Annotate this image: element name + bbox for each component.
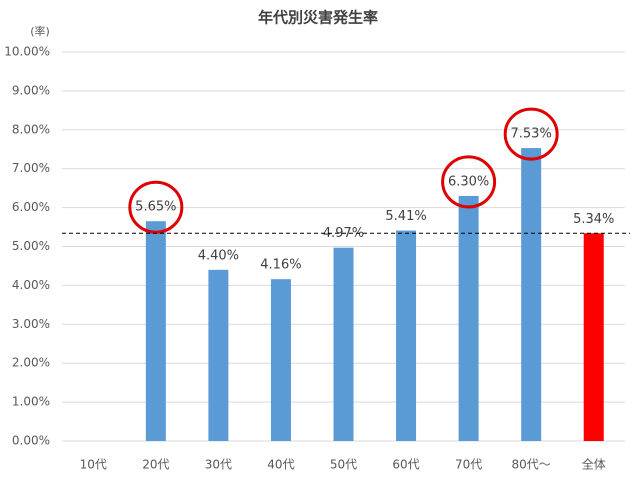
y-tick-label: 8.00% [12,122,50,136]
x-tick-label: 20代 [142,458,169,472]
y-tick-label: 5.00% [12,239,50,253]
bar [270,279,291,441]
bar [521,148,542,441]
y-axis-label: (率) [30,24,50,38]
data-label: 4.40% [198,248,239,263]
highlight-circle [503,107,559,161]
bar [458,195,479,441]
y-tick-label: 4.00% [12,278,50,292]
y-tick-label: 0.00% [12,434,50,448]
y-tick-label: 1.00% [12,395,50,409]
bar [145,221,166,441]
y-tick-label: 6.00% [12,200,50,214]
x-tick-label: 40代 [267,458,294,472]
x-tick-label: 80代〜 [512,458,551,472]
y-tick-label: 9.00% [12,83,50,97]
bar [333,247,354,441]
x-tick-label: 30代 [205,458,232,472]
data-label: 5.65% [135,200,176,215]
y-tick-label: 10.00% [4,45,50,59]
x-tick-label: 70代 [455,458,482,472]
highlight-circle [441,155,497,209]
highlight-circle [128,180,184,234]
bar [583,233,604,441]
data-label: 5.34% [573,212,614,227]
bar [208,269,229,441]
bar [396,230,417,441]
y-tick-label: 7.00% [12,161,50,175]
data-label: 4.16% [260,258,301,273]
data-label: 5.41% [385,209,426,224]
chart-title: 年代別災害発生率 [258,9,378,27]
data-label: 6.30% [448,174,489,189]
x-tick-label: 50代 [330,458,357,472]
x-tick-label: 10代 [80,458,107,472]
x-tick-label: 全体 [582,457,606,472]
data-label: 7.53% [511,127,552,142]
y-tick-label: 3.00% [12,317,50,331]
x-tick-label: 60代 [392,458,419,472]
y-tick-label: 2.00% [12,356,50,370]
